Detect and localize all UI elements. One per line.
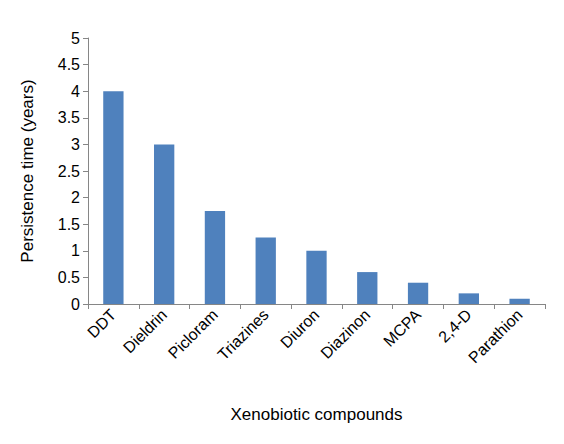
svg-text:3: 3	[71, 136, 80, 153]
svg-text:2.5: 2.5	[58, 163, 80, 180]
svg-text:4.5: 4.5	[58, 56, 80, 73]
svg-text:Parathion: Parathion	[465, 306, 525, 366]
svg-text:0.5: 0.5	[58, 269, 80, 286]
svg-text:Diazinon: Diazinon	[317, 306, 373, 362]
svg-text:1: 1	[71, 242, 80, 259]
svg-text:Diuron: Diuron	[277, 306, 322, 351]
svg-text:Triazines: Triazines	[214, 306, 271, 363]
svg-text:Picloram: Picloram	[165, 306, 221, 362]
svg-text:DDT: DDT	[84, 306, 119, 341]
svg-text:4: 4	[71, 83, 80, 100]
svg-text:MCPA: MCPA	[380, 306, 424, 350]
svg-text:Dieldrin: Dieldrin	[120, 306, 170, 356]
svg-text:Xenobiotic compounds: Xenobiotic compounds	[230, 405, 402, 424]
svg-text:5: 5	[71, 30, 80, 47]
svg-text:0: 0	[71, 296, 80, 313]
svg-text:2,4-D: 2,4-D	[435, 306, 475, 346]
svg-text:1.5: 1.5	[58, 216, 80, 233]
svg-text:2: 2	[71, 189, 80, 206]
svg-text:3.5: 3.5	[58, 109, 80, 126]
svg-text:Persistence time (years): Persistence time (years)	[18, 79, 37, 262]
